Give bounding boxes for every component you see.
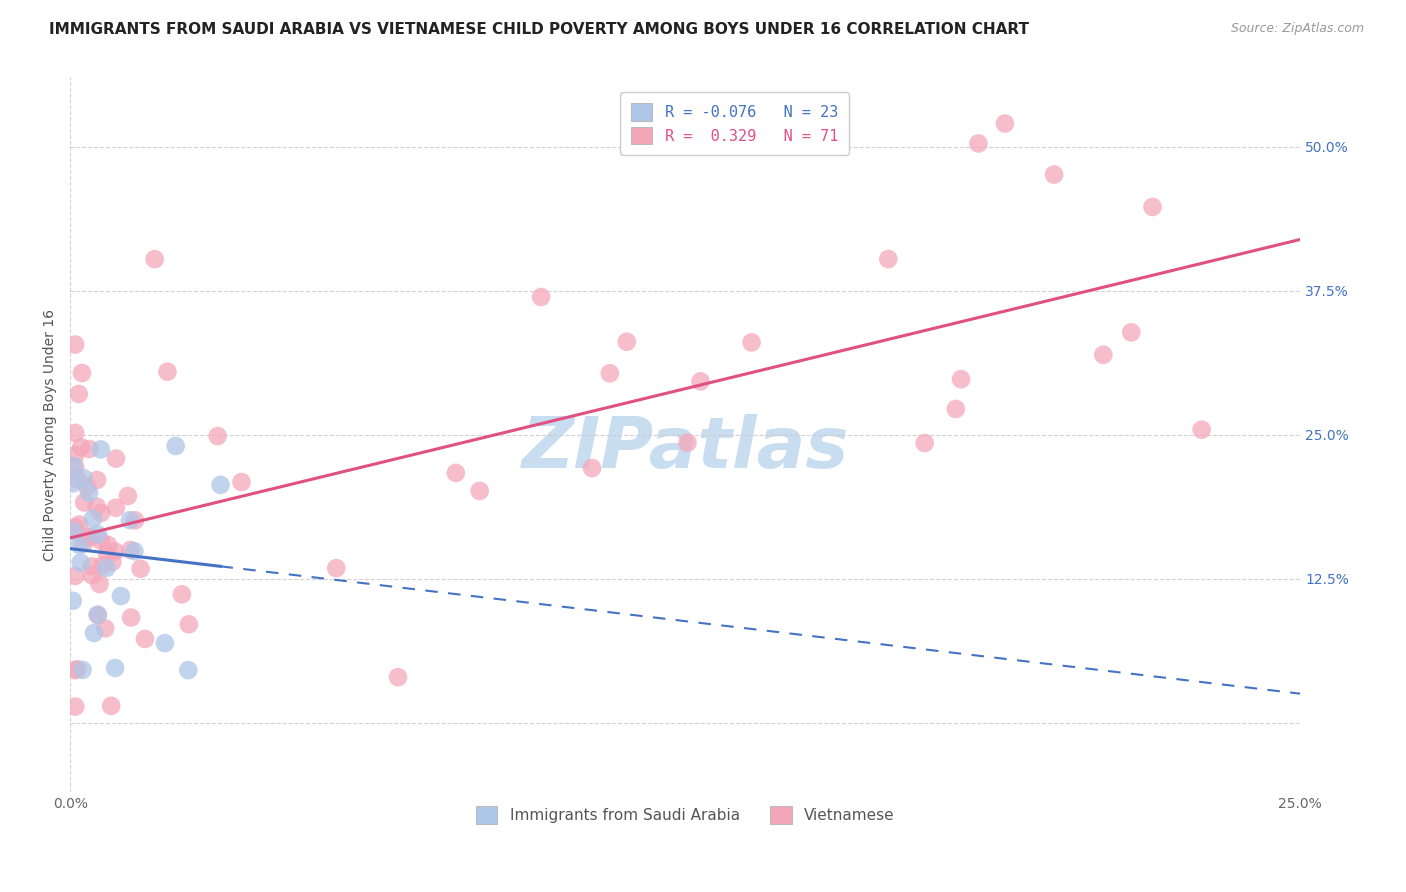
Point [994,116,1017,130]
Point [66,662,89,676]
Point [129,562,152,576]
Point [143,252,166,267]
Point [67,387,90,401]
Text: IMMIGRANTS FROM SAUDI ARABIA VS VIETNAMESE CHILD POVERTY AMONG BOYS UNDER 16 COR: IMMIGRANTS FROM SAUDI ARABIA VS VIETNAME… [49,22,1029,37]
Point [1043,168,1066,182]
Point [134,632,156,646]
Y-axis label: Child Poverty Among Boys Under 16: Child Poverty Among Boys Under 16 [44,309,58,561]
Point [70,366,93,380]
Point [89,577,111,591]
Point [72,663,94,677]
Point [530,290,553,304]
Point [120,610,142,624]
Point [177,663,200,677]
Point [65,337,87,351]
Point [616,334,638,349]
Point [97,538,120,552]
Point [1121,326,1143,340]
Point [76,480,98,494]
Point [177,617,200,632]
Point [100,698,122,713]
Point [87,607,110,622]
Point [69,556,91,570]
Point [90,533,112,548]
Point [468,483,491,498]
Point [387,670,409,684]
Point [90,506,112,520]
Point [62,458,84,473]
Point [1092,348,1115,362]
Point [117,489,139,503]
Point [325,561,347,575]
Point [231,475,253,489]
Point [67,517,90,532]
Text: ZIPatlas: ZIPatlas [522,415,849,483]
Point [79,442,101,456]
Point [65,569,87,583]
Text: Source: ZipAtlas.com: Source: ZipAtlas.com [1230,22,1364,36]
Point [96,561,118,575]
Point [91,558,114,573]
Point [1191,423,1213,437]
Point [82,512,104,526]
Point [104,500,127,515]
Point [80,530,103,544]
Legend: Immigrants from Saudi Arabia, Vietnamese: Immigrants from Saudi Arabia, Vietnamese [465,796,905,834]
Point [689,375,711,389]
Point [120,543,142,558]
Point [124,544,146,558]
Point [967,136,990,151]
Point [73,495,96,509]
Point [110,589,132,603]
Point [945,402,967,417]
Point [94,621,117,635]
Point [914,436,936,450]
Point [86,527,108,541]
Point [599,367,621,381]
Point [1142,200,1164,214]
Point [69,538,91,552]
Point [77,530,100,544]
Point [70,440,93,454]
Point [444,466,467,480]
Point [209,478,232,492]
Point [72,537,94,551]
Point [77,485,100,500]
Point [65,425,87,440]
Point [170,587,193,601]
Point [65,699,87,714]
Point [62,524,84,539]
Point [118,513,141,527]
Point [104,661,127,675]
Point [66,472,89,486]
Point [86,473,108,487]
Point [73,471,96,485]
Point [676,435,699,450]
Point [581,461,603,475]
Point [90,442,112,457]
Point [104,451,127,466]
Point [741,335,763,350]
Point [65,520,87,534]
Point [65,663,87,677]
Point [877,252,900,266]
Point [65,460,87,475]
Point [101,555,124,569]
Point [62,594,84,608]
Point [80,568,103,582]
Point [65,448,87,462]
Point [83,626,105,640]
Point [950,372,973,386]
Point [153,636,176,650]
Point [165,439,187,453]
Point [124,513,146,527]
Point [207,429,229,443]
Point [86,500,108,514]
Point [104,544,127,558]
Point [96,547,118,561]
Point [156,365,179,379]
Point [62,476,84,491]
Point [86,607,108,622]
Point [80,559,103,574]
